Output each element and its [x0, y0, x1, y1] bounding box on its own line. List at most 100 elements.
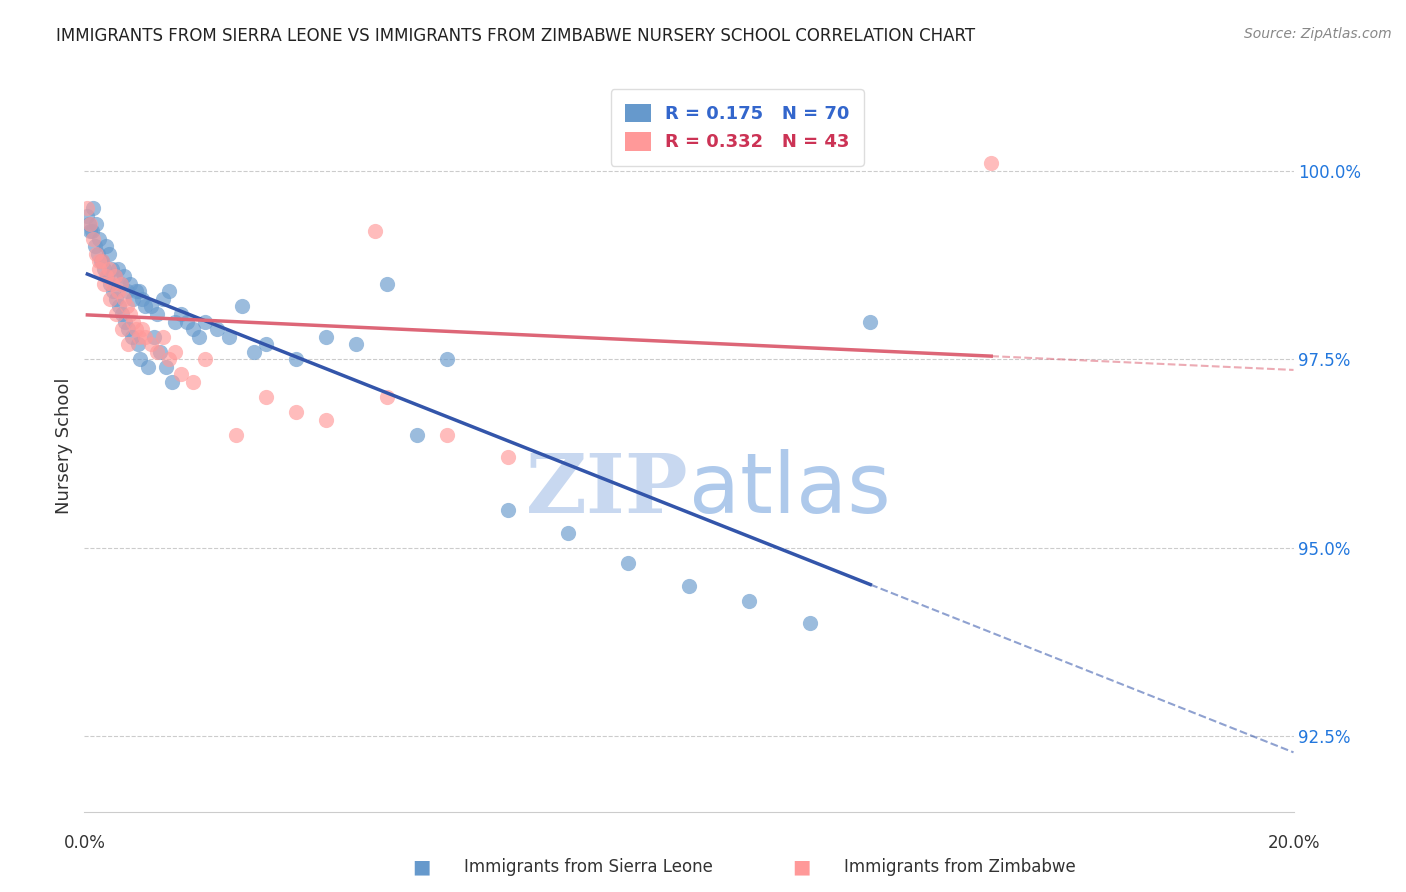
Point — [118, 277, 141, 291]
Point — [79, 224, 101, 238]
Text: 0.0%: 0.0% — [63, 834, 105, 852]
Legend: R = 0.175   N = 70, R = 0.332   N = 43: R = 0.175 N = 70, R = 0.332 N = 43 — [610, 89, 863, 166]
Point — [100, 277, 122, 291]
Point — [82, 202, 104, 216]
Point — [86, 246, 108, 260]
Text: 20.0%: 20.0% — [1267, 834, 1320, 852]
Point — [146, 307, 169, 321]
Point — [93, 277, 115, 291]
Point — [254, 390, 277, 404]
Point — [375, 390, 398, 404]
Point — [131, 292, 153, 306]
Point — [129, 352, 152, 367]
Point — [315, 329, 337, 343]
Point — [125, 322, 148, 336]
Point — [91, 254, 114, 268]
Point — [127, 337, 149, 351]
Point — [859, 315, 882, 329]
Point — [346, 337, 368, 351]
Point — [84, 239, 107, 253]
Point — [254, 337, 277, 351]
Point — [225, 427, 247, 442]
Point — [117, 322, 139, 336]
Point — [107, 261, 129, 276]
Point — [165, 344, 187, 359]
Y-axis label: Nursery School: Nursery School — [55, 377, 73, 515]
Point — [181, 322, 204, 336]
Point — [436, 352, 458, 367]
Text: ZIP: ZIP — [526, 450, 689, 530]
Point — [149, 344, 172, 359]
Point — [134, 300, 156, 314]
Point — [111, 307, 134, 321]
Point — [93, 261, 115, 276]
Point — [110, 277, 132, 291]
Point — [97, 261, 120, 276]
Point — [89, 261, 111, 276]
Point — [231, 300, 253, 314]
Point — [285, 405, 308, 419]
Point — [94, 239, 117, 253]
Point — [80, 224, 103, 238]
Point — [112, 292, 135, 306]
Point — [86, 217, 108, 231]
Point — [121, 315, 143, 329]
Point — [406, 427, 429, 442]
Point — [108, 300, 131, 314]
Point — [160, 375, 183, 389]
Point — [104, 269, 127, 284]
Text: ■: ■ — [792, 857, 811, 877]
Point — [76, 209, 98, 223]
Point — [104, 292, 127, 306]
Point — [363, 224, 385, 238]
Point — [110, 277, 132, 291]
Point — [155, 359, 177, 374]
Point — [115, 285, 138, 299]
Point — [152, 329, 174, 343]
Point — [125, 285, 148, 299]
Point — [557, 525, 579, 540]
Point — [315, 412, 337, 426]
Point — [157, 285, 180, 299]
Point — [207, 322, 229, 336]
Point — [738, 593, 761, 607]
Point — [436, 427, 458, 442]
Point — [678, 578, 700, 592]
Point — [128, 285, 150, 299]
Point — [496, 503, 519, 517]
Point — [86, 246, 108, 260]
Point — [114, 315, 136, 329]
Point — [111, 322, 134, 336]
Point — [170, 368, 193, 382]
Point — [79, 217, 101, 231]
Point — [157, 352, 180, 367]
Point — [181, 375, 204, 389]
Point — [375, 277, 398, 291]
Point — [100, 261, 122, 276]
Point — [98, 277, 121, 291]
Point — [188, 329, 211, 343]
Text: ■: ■ — [412, 857, 432, 877]
Point — [115, 300, 138, 314]
Point — [97, 246, 120, 260]
Point — [82, 232, 104, 246]
Point — [194, 315, 217, 329]
Point — [91, 254, 114, 268]
Point — [152, 292, 174, 306]
Point — [165, 315, 187, 329]
Point — [77, 217, 100, 231]
Point — [176, 315, 198, 329]
Point — [242, 344, 264, 359]
Point — [103, 285, 125, 299]
Point — [90, 254, 112, 268]
Point — [118, 307, 141, 321]
Text: IMMIGRANTS FROM SIERRA LEONE VS IMMIGRANTS FROM ZIMBABWE NURSERY SCHOOL CORRELAT: IMMIGRANTS FROM SIERRA LEONE VS IMMIGRAN… — [56, 27, 976, 45]
Point — [134, 329, 156, 343]
Point — [146, 344, 169, 359]
Text: Source: ZipAtlas.com: Source: ZipAtlas.com — [1244, 27, 1392, 41]
Point — [76, 202, 98, 216]
Point — [285, 352, 308, 367]
Point — [107, 285, 129, 299]
Text: Immigrants from Sierra Leone: Immigrants from Sierra Leone — [464, 858, 713, 876]
Point — [128, 329, 150, 343]
